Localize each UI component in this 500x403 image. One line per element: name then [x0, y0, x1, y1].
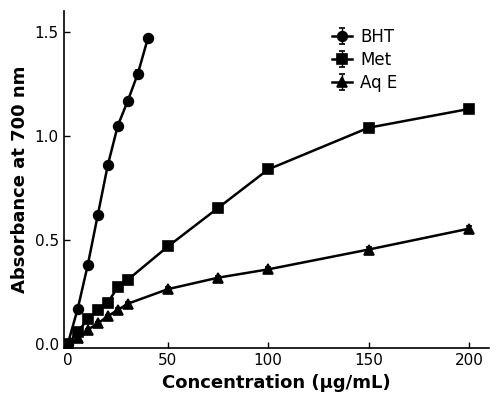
- Legend: BHT, Met, Aq E: BHT, Met, Aq E: [327, 23, 402, 97]
- X-axis label: Concentration (μg/mL): Concentration (μg/mL): [162, 374, 390, 392]
- Y-axis label: Absorbance at 700 nm: Absorbance at 700 nm: [11, 66, 29, 293]
